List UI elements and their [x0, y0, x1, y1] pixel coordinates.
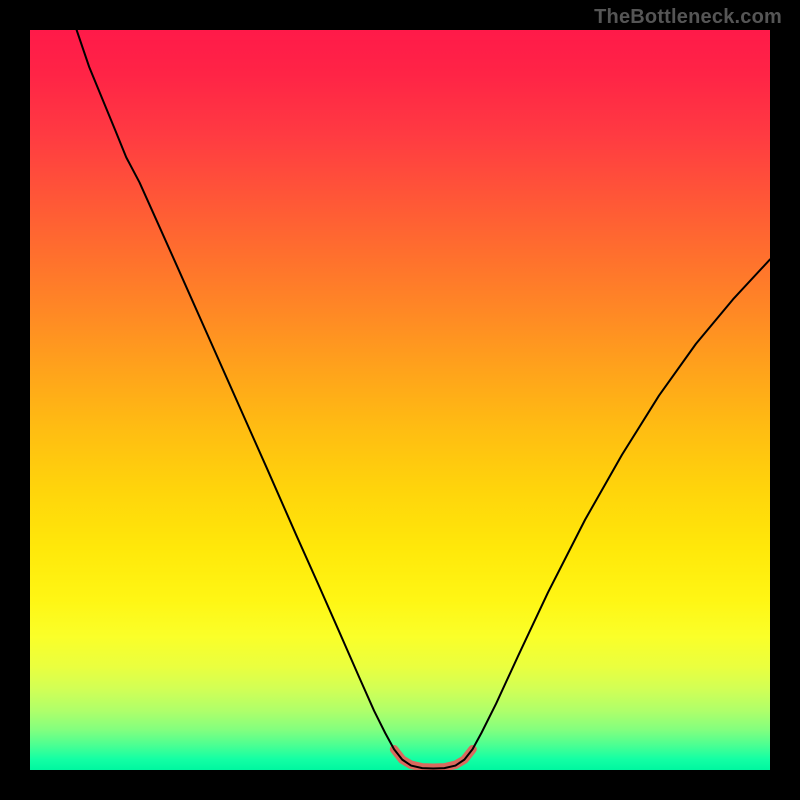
gradient-background [30, 30, 770, 770]
plot-svg [30, 30, 770, 770]
plot-area [30, 30, 770, 770]
chart-frame: TheBottleneck.com [0, 0, 800, 800]
watermark-text: TheBottleneck.com [594, 6, 782, 29]
